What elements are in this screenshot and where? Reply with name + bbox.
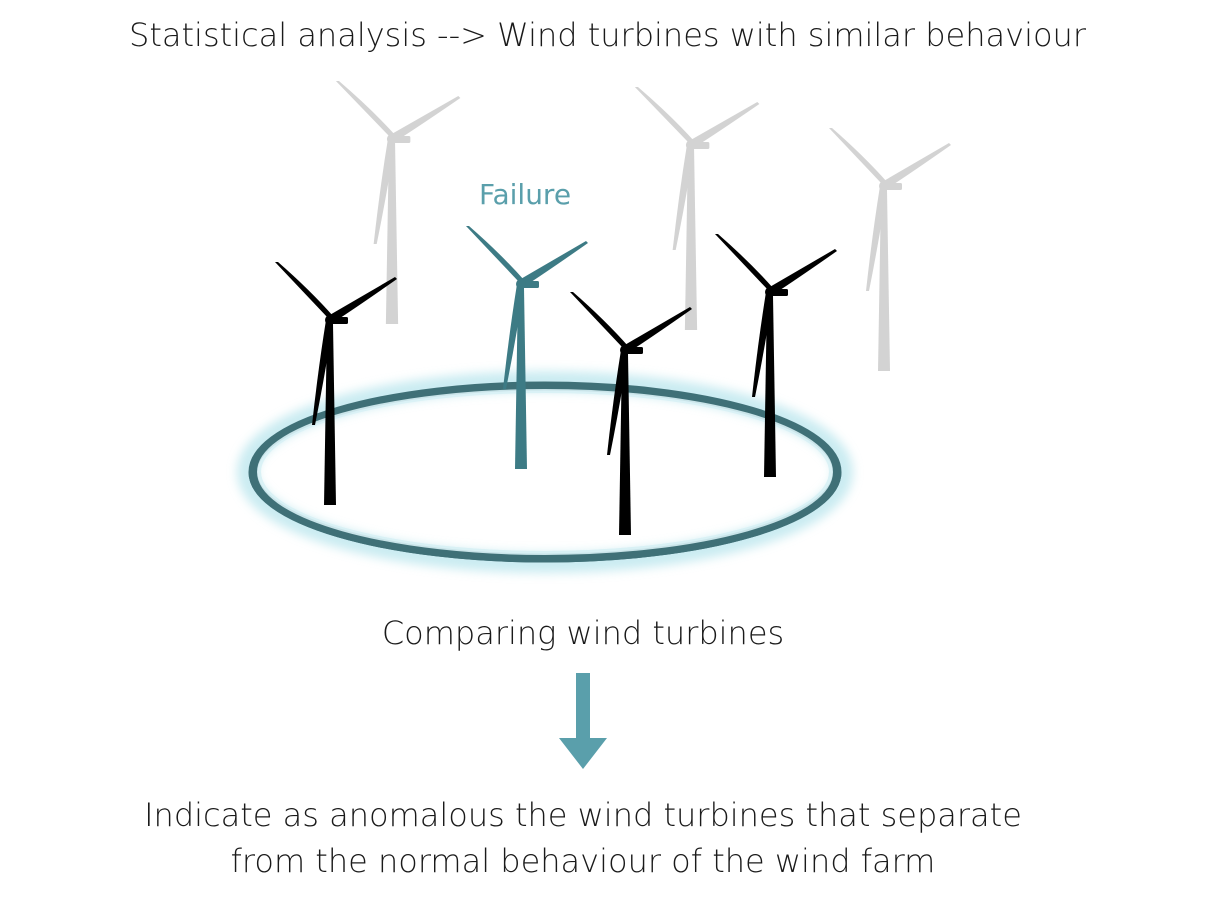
- comparison-caption: Comparing wind turbines: [381, 614, 785, 652]
- diagram-title: Statistical analysis --> Wind turbines w…: [129, 16, 1086, 54]
- wind-turbine-icon: [634, 87, 760, 330]
- arrow-down-icon: [559, 673, 607, 769]
- background-turbines: [335, 81, 951, 371]
- wind-turbine-icon: [466, 226, 588, 469]
- comparison-ring-front: [248, 471, 842, 563]
- wind-turbine-icon: [275, 262, 397, 505]
- failure-turbine: [466, 226, 588, 469]
- failure-label: Failure: [478, 178, 572, 211]
- wind-turbine-icon: [829, 128, 951, 371]
- conclusion-text: Indicate as anomalous the wind turbines …: [0, 792, 1166, 884]
- wind-turbine-icon: [570, 292, 692, 535]
- conclusion-line-2: from the normal behaviour of the wind fa…: [230, 842, 936, 880]
- conclusion-line-1: Indicate as anomalous the wind turbines …: [144, 796, 1022, 834]
